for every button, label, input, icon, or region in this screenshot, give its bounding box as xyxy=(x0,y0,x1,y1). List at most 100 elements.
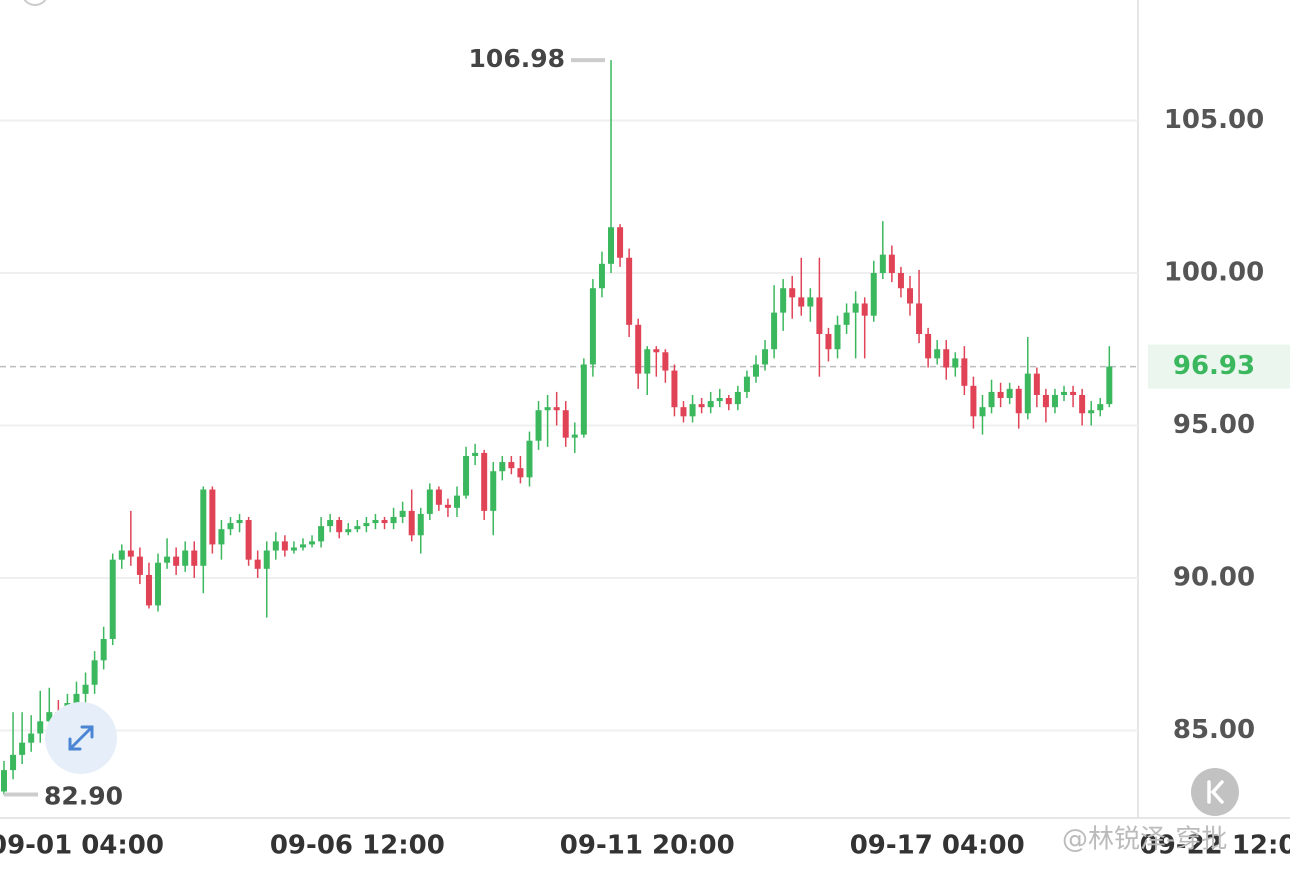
candle-body xyxy=(363,523,370,527)
candle-body xyxy=(598,263,605,289)
candle-body xyxy=(789,288,796,298)
candle-body xyxy=(1061,391,1068,395)
candle-body xyxy=(526,440,533,478)
candle-body xyxy=(897,272,904,289)
candle-body xyxy=(1,770,7,792)
candle-body xyxy=(617,227,624,258)
candle-body xyxy=(517,468,524,478)
candle-body xyxy=(281,541,288,551)
candle-body xyxy=(372,520,379,524)
candle-body xyxy=(544,407,551,411)
candle-body xyxy=(807,297,814,307)
candle-body xyxy=(354,526,361,530)
candle-body xyxy=(689,404,696,417)
candle-body xyxy=(463,455,470,496)
candle-body xyxy=(780,288,787,313)
candle-body xyxy=(155,562,162,606)
x-tick-label: 09-06 12:00 xyxy=(270,831,445,861)
candle-body xyxy=(553,407,560,411)
candle-body xyxy=(916,303,923,334)
max-label: 106.98 xyxy=(469,44,565,73)
candle-body xyxy=(82,684,89,694)
x-tick-label: 09-11 20:00 xyxy=(560,831,735,861)
candle-body xyxy=(272,541,279,551)
candle-body xyxy=(290,547,297,551)
candle-body xyxy=(870,272,877,316)
candle-body xyxy=(662,352,669,371)
x-tick-label: 09-01 04:00 xyxy=(0,831,164,861)
candle-body xyxy=(943,349,950,368)
x-tick-label: 09-17 04:00 xyxy=(850,831,1025,861)
candle-body xyxy=(925,333,932,359)
candle-body xyxy=(608,227,615,264)
last-price-label: 96.93 xyxy=(1173,351,1255,381)
candle-body xyxy=(73,693,80,704)
candle-body xyxy=(970,385,977,417)
candle-body xyxy=(37,721,44,734)
candle-body xyxy=(698,404,705,408)
candle-body xyxy=(381,520,388,524)
candle-body xyxy=(435,489,442,505)
candle-body xyxy=(816,297,823,334)
candle-body xyxy=(136,556,143,575)
last-price-box xyxy=(1148,344,1290,389)
back-icon xyxy=(1207,780,1224,804)
candle-body xyxy=(589,288,596,365)
candle-body xyxy=(997,391,1004,399)
y-tick-label: 90.00 xyxy=(1173,562,1255,592)
candle-body xyxy=(127,550,134,557)
candle-body xyxy=(988,391,995,408)
candle-body xyxy=(309,541,316,545)
candle-body xyxy=(743,376,750,392)
candle-body xyxy=(10,754,17,771)
candle-body xyxy=(562,410,569,438)
candle-body xyxy=(825,333,832,350)
candle-body xyxy=(1079,394,1086,414)
x-tick-label: 09-22 12:00 xyxy=(1140,831,1290,861)
candle-body xyxy=(245,520,252,560)
candle-body xyxy=(499,462,506,472)
candle-body xyxy=(644,349,651,374)
candle-body xyxy=(28,733,35,743)
candle-body xyxy=(318,526,325,542)
candles xyxy=(1,60,1113,795)
candle-body xyxy=(46,712,53,722)
candle-body xyxy=(834,324,841,350)
candle-body xyxy=(1015,388,1022,414)
candle-body xyxy=(91,660,98,685)
candle-body xyxy=(481,452,488,511)
candle-body xyxy=(734,391,741,405)
candle-body xyxy=(263,550,270,569)
candle-body xyxy=(716,398,723,402)
candle-body xyxy=(952,358,959,368)
candle-body xyxy=(236,520,243,524)
candle-body xyxy=(571,434,578,438)
candle-body xyxy=(535,410,542,441)
y-tick-label: 85.00 xyxy=(1173,715,1255,745)
candle-body xyxy=(444,504,451,508)
candle-body xyxy=(182,550,189,566)
candle-body xyxy=(671,370,678,408)
candle-body xyxy=(191,550,198,566)
candle-body xyxy=(118,550,125,560)
candle-body xyxy=(934,349,941,359)
candle-body xyxy=(680,407,687,417)
back-button[interactable] xyxy=(1191,768,1239,816)
candle-body xyxy=(1033,373,1040,395)
candle-body xyxy=(399,510,406,517)
candle-body xyxy=(626,257,633,325)
candle-body xyxy=(417,513,424,536)
candle-body xyxy=(725,398,732,405)
candle-body xyxy=(653,349,660,353)
candle-body xyxy=(1106,366,1113,405)
candle-body xyxy=(752,364,759,377)
collapse-icon[interactable] xyxy=(22,0,48,6)
candle-body xyxy=(327,520,334,527)
candle-body xyxy=(145,574,152,606)
candle-body xyxy=(798,297,805,307)
expand-button[interactable] xyxy=(45,702,117,774)
candle-body xyxy=(345,529,352,533)
candle-body xyxy=(861,303,868,316)
candle-body xyxy=(1024,373,1031,414)
